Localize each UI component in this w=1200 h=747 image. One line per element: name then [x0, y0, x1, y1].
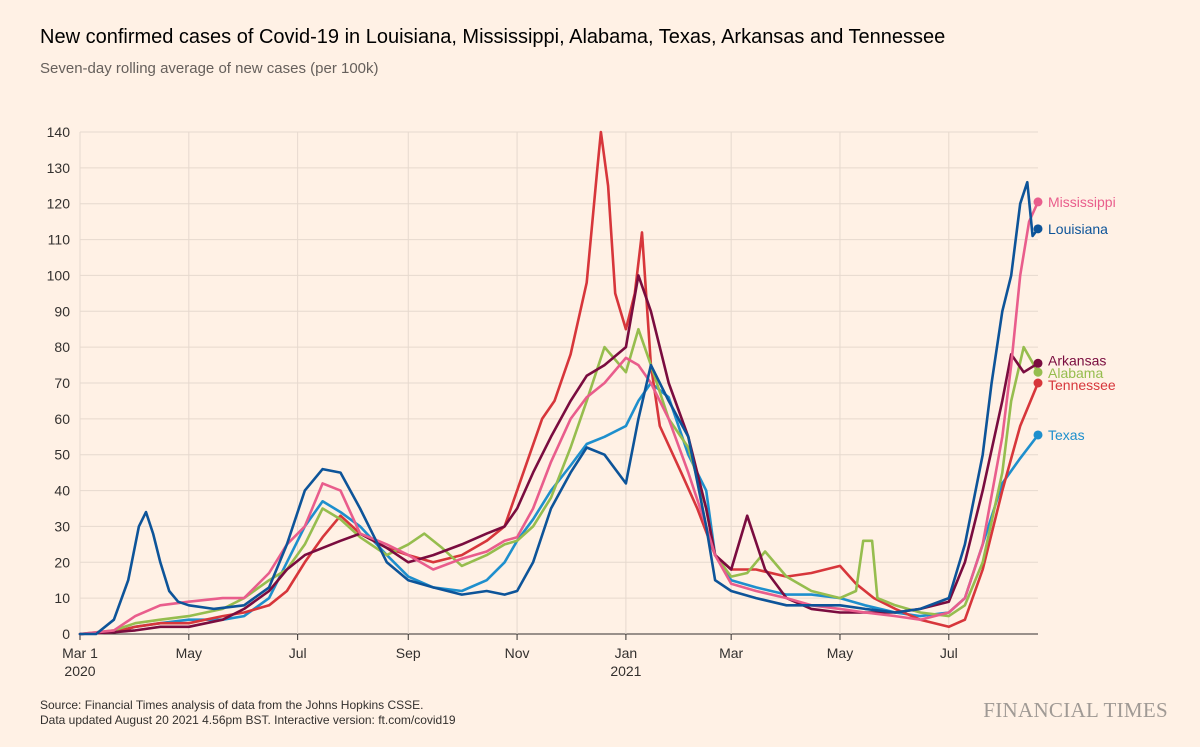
x-tick-label: Mar 1: [62, 645, 98, 661]
line-chart: 0 10 20 30 40 50 60 70 80 90 100 110 120 130 140 Mar 1…: [47, 124, 1116, 679]
series-lines: [78, 130, 1040, 636]
x-tick-year: 2021: [610, 663, 641, 679]
x-tick-label: Nov: [505, 645, 530, 661]
series-line-tennessee: [78, 130, 1040, 636]
y-tick-label: 30: [54, 518, 70, 534]
y-tick-label: 110: [48, 232, 71, 248]
series-end-dot-arkansas: [1033, 358, 1043, 368]
x-tick-label: Sep: [396, 645, 421, 661]
source-note: Source: Financial Times analysis of data…: [40, 698, 456, 728]
y-tick-label: 0: [62, 626, 70, 642]
x-tick-label: Jan: [615, 645, 638, 661]
update-line: Data updated August 20 2021 4.56pm BST. …: [40, 713, 456, 727]
series-line-alabama: [78, 327, 1040, 636]
y-tick-label: 90: [54, 303, 70, 319]
series-label-tennessee: Tennessee: [1048, 377, 1116, 393]
x-tick-label: May: [176, 645, 202, 661]
series-line-louisiana: [78, 180, 1040, 636]
y-tick-label: 100: [47, 267, 71, 283]
y-tick-label: 60: [54, 411, 70, 427]
series-line-mississippi: [78, 200, 1040, 636]
series-label-alabama: Alabama: [1048, 365, 1103, 381]
y-tick-label: 140: [47, 124, 71, 140]
y-tick-label: 80: [54, 339, 70, 355]
series-label-arkansas: Arkansas: [1048, 352, 1106, 368]
series-label-texas: Texas: [1048, 427, 1085, 443]
x-tick-year: 2020: [64, 663, 95, 679]
x-axis: Mar 1 2020 May Jul Sep Nov Jan 2021 Mar May Jul: [62, 634, 958, 679]
y-tick-label: 20: [54, 554, 70, 570]
y-tick-label: 40: [54, 483, 70, 499]
x-tick-label: May: [827, 645, 853, 661]
y-tick-label: 120: [47, 196, 71, 212]
x-tick-label: Jul: [940, 645, 958, 661]
x-tick-label: Mar: [719, 645, 743, 661]
grid-lines: [79, 131, 1038, 635]
y-axis: 0 10 20 30 40 50 60 70 80 90 100 110 120 130 140: [47, 124, 71, 642]
series-end-dot-tennessee: [1033, 378, 1043, 388]
series-end-dot-alabama: [1033, 367, 1043, 377]
y-tick-label: 70: [54, 375, 70, 391]
series-end-dot-texas: [1033, 430, 1043, 440]
series-end-dot-louisiana: [1033, 224, 1043, 234]
chart-title: New confirmed cases of Covid-19 in Louis…: [40, 26, 946, 48]
y-tick-label: 10: [54, 590, 70, 606]
x-tick-label: Jul: [289, 645, 307, 661]
series-label-louisiana: Louisiana: [1048, 221, 1108, 237]
y-tick-label: 50: [54, 447, 70, 463]
ft-logo: FINANCIAL TIMES: [983, 698, 1168, 722]
y-tick-label: 130: [47, 160, 71, 176]
series-end-dot-mississippi: [1033, 197, 1043, 207]
series-label-mississippi: Mississippi: [1048, 194, 1116, 210]
chart-subtitle: Seven-day rolling average of new cases (…: [40, 60, 379, 77]
source-line: Source: Financial Times analysis of data…: [40, 698, 424, 712]
